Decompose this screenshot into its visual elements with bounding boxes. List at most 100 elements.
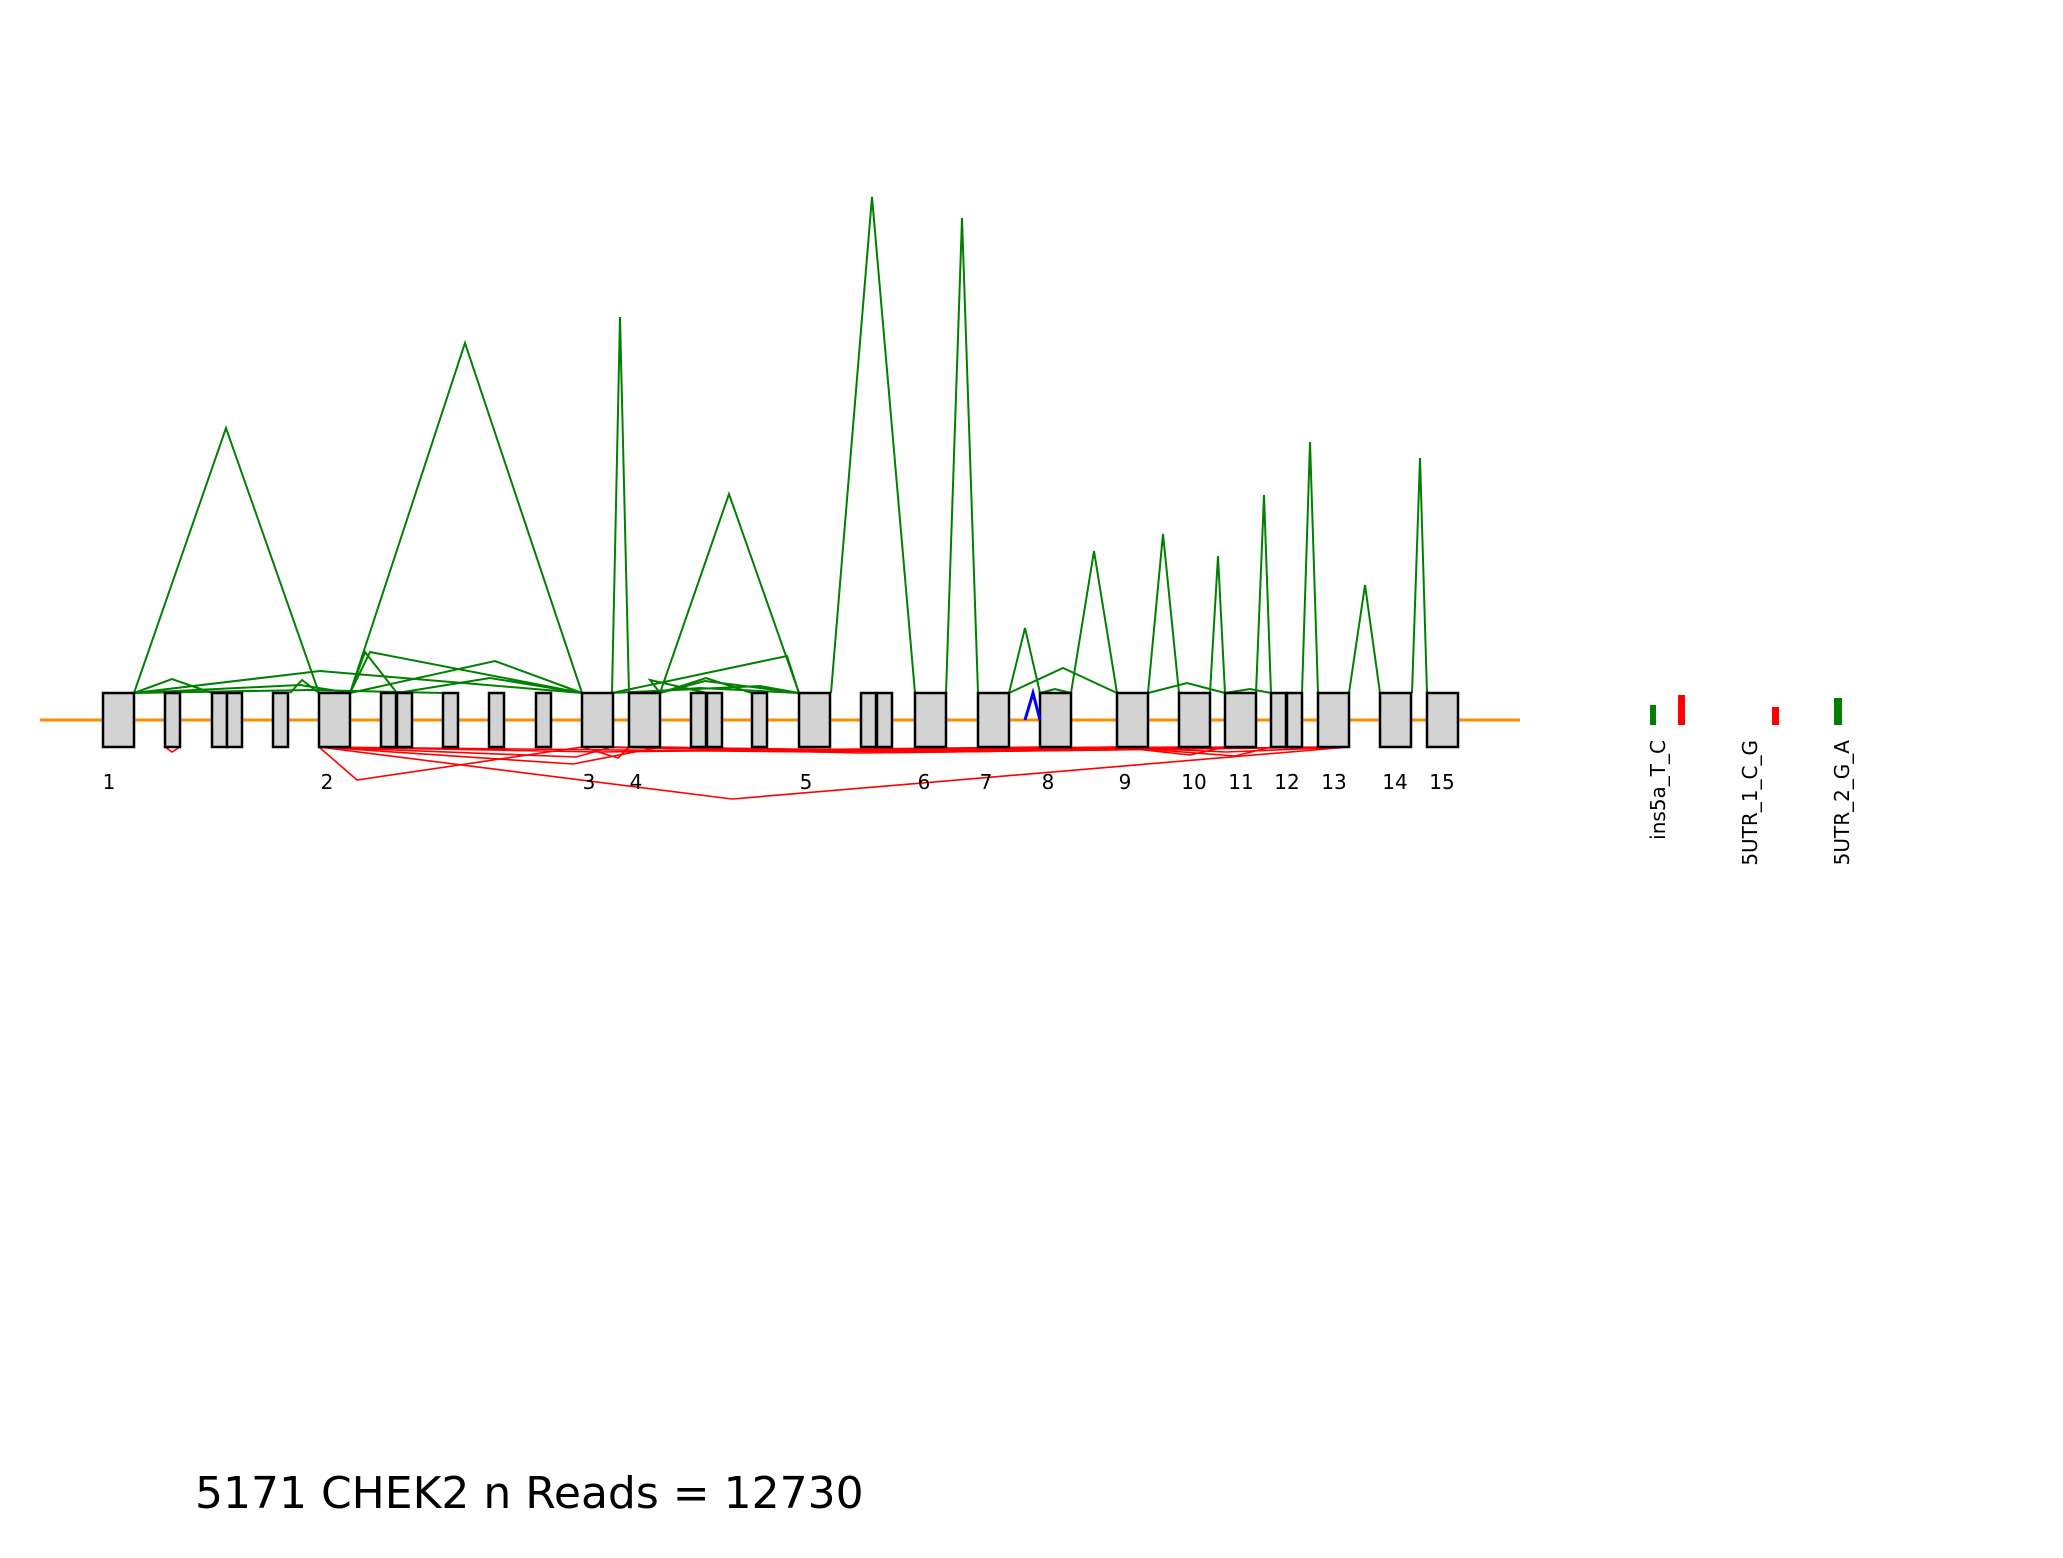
junction-arc: [164, 746, 181, 753]
exon-number-label: 6: [918, 770, 931, 794]
exon-box: [317, 691, 352, 749]
highlight-junction: [1023, 687, 1042, 721]
junction-arc: [1147, 533, 1180, 694]
junction-arc: [1008, 627, 1041, 694]
junction-arc: [349, 649, 398, 694]
variant-marker: [1650, 705, 1656, 725]
junction-arc: [318, 746, 1041, 753]
variant-marker: [1772, 707, 1779, 725]
variant-legend: ins5a_T_C 5UTR_1_C_G 5UTR_2_G_A: [1646, 695, 1854, 866]
exon-box: [913, 691, 948, 749]
junctions-below: [164, 746, 1350, 800]
junction-arc: [396, 676, 583, 694]
junction-arc: [349, 339, 583, 694]
junction-arc: [1039, 687, 1072, 694]
exon-number-label: 12: [1274, 770, 1299, 794]
junction-arc: [659, 490, 800, 694]
exon-box: [750, 691, 769, 749]
variant-marker: [1678, 695, 1685, 725]
variant-legend-item: 5UTR_2_G_A: [1830, 698, 1854, 865]
junction-arc: [1224, 687, 1272, 694]
variant-marker: [1834, 698, 1842, 725]
exon-number-label: 10: [1181, 770, 1206, 794]
junction-arc: [1411, 457, 1428, 694]
junction-arc: [349, 659, 583, 694]
exon-box: [487, 691, 506, 749]
exon-box: [534, 691, 553, 749]
junction-arc: [289, 678, 320, 694]
junction-arc: [1209, 555, 1226, 694]
exon-number-label: 15: [1429, 770, 1454, 794]
exon-number-label: 5: [800, 770, 813, 794]
junction-arc: [659, 676, 753, 694]
junction-arc: [647, 678, 708, 694]
exon-box: [379, 691, 398, 749]
variant-label: 5UTR_1_C_G: [1738, 740, 1762, 866]
exon-box: [1269, 691, 1288, 749]
junction-arc: [133, 424, 320, 694]
exon-box: [1177, 691, 1212, 749]
exon-box: [1378, 691, 1413, 749]
variant-label: 5UTR_2_G_A: [1830, 740, 1854, 866]
junction-arc: [581, 746, 630, 759]
junction-arc: [1116, 746, 1226, 756]
junction-arc: [1301, 441, 1319, 694]
exon-number-label: 8: [1042, 770, 1055, 794]
figure-title: 5171 CHEK2 n Reads = 12730: [195, 1468, 864, 1519]
exon-box: [1285, 691, 1304, 749]
exon-box: [1316, 691, 1351, 749]
exon-box: [210, 691, 229, 749]
variant-legend-item: 5UTR_1_C_G: [1738, 707, 1779, 866]
exon-number-label: 14: [1382, 770, 1407, 794]
exon-box: [797, 691, 832, 749]
exon-box: [1223, 691, 1258, 749]
exon-number-label: 11: [1228, 770, 1253, 794]
exon-box: [627, 691, 662, 749]
exon-box: [1115, 691, 1150, 749]
junction-arc: [945, 217, 979, 694]
exon-box: [976, 691, 1011, 749]
junction-arc: [349, 650, 583, 694]
junction-arc: [133, 669, 583, 694]
junction-arc: [1348, 584, 1381, 694]
exon-box: [441, 691, 460, 749]
exon-box: [875, 691, 894, 749]
exon-track: [101, 691, 1460, 749]
junction-arc: [659, 746, 1180, 752]
exon-box: [271, 691, 290, 749]
exon-box: [101, 691, 136, 749]
junction-arc: [1147, 681, 1226, 694]
exon-box: [705, 691, 724, 749]
junction-arc: [628, 686, 800, 694]
junction-arc: [830, 196, 916, 694]
exon-box: [225, 691, 244, 749]
variant-legend-item: ins5a_T_C: [1646, 695, 1685, 840]
exon-box: [1038, 691, 1073, 749]
junction-arc: [133, 677, 213, 694]
exon-number-label: 3: [583, 770, 596, 794]
highlight-junction-mark: [1023, 687, 1042, 721]
junction-arc: [1116, 746, 1350, 753]
variant-label: ins5a_T_C: [1646, 740, 1670, 840]
junction-arc: [318, 746, 661, 765]
junction-arc: [318, 746, 1350, 800]
exon-box: [580, 691, 615, 749]
exon-number-label: 2: [321, 770, 334, 794]
junction-arc: [611, 654, 800, 694]
exon-box: [689, 691, 708, 749]
exon-number-label: 1: [103, 770, 116, 794]
junction-arc: [1070, 550, 1118, 694]
exon-box: [395, 691, 414, 749]
exon-number-label: 7: [980, 770, 993, 794]
junction-arc: [1008, 666, 1118, 694]
exon-box: [859, 691, 878, 749]
exon-number-labels: 1 2 3 4 5 6 7 8 9 10 11 12 13 14 15: [103, 770, 1455, 794]
exon-number-label: 9: [1119, 770, 1132, 794]
junction-arc: [611, 316, 630, 694]
junction-arc: [133, 683, 351, 694]
exon-number-label: 13: [1321, 770, 1346, 794]
exon-box: [163, 691, 182, 749]
junction-arc: [1255, 494, 1272, 694]
junctions-above: [133, 196, 1428, 694]
